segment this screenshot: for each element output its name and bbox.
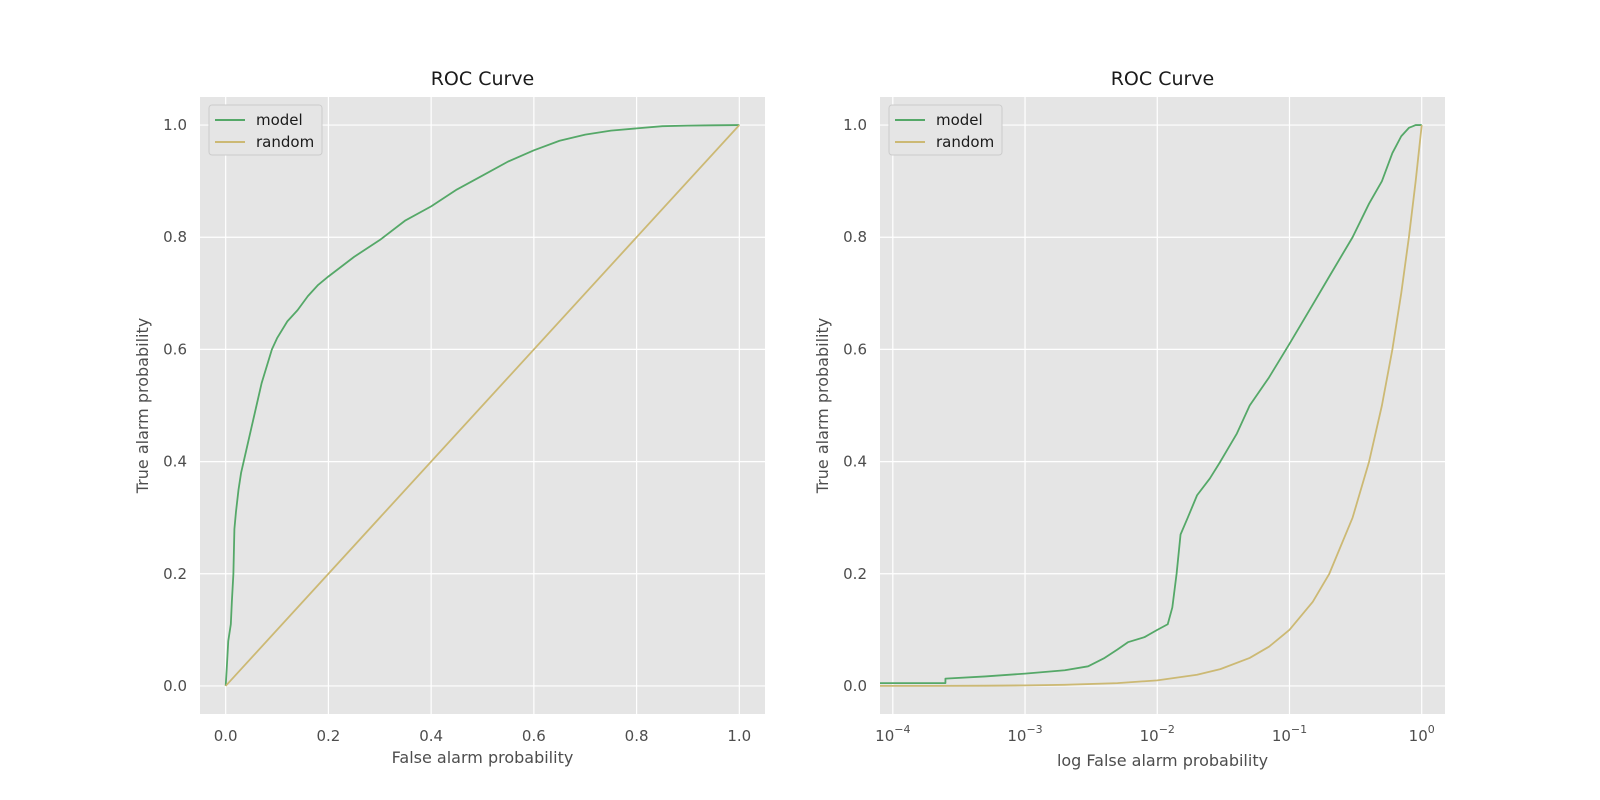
x-tick-label: 10−1 [1272, 723, 1307, 745]
x-tick-label: 1.0 [727, 727, 751, 745]
x-tick-label: 0.0 [214, 727, 238, 745]
legend: model random [208, 104, 323, 156]
y-tick-label: 0.4 [163, 453, 187, 471]
legend-label-random: random [936, 133, 994, 151]
x-tick-label: 10−2 [1140, 723, 1175, 745]
x-tick-label: 0.8 [625, 727, 649, 745]
legend-label-random: random [256, 133, 314, 151]
roc-chart-log: 10−4 10−3 10−2 10−1 100 0.0 0.2 0.4 0.6 0.8 1.0 ROC… [813, 68, 1445, 770]
x-axis-label: False alarm probability [392, 748, 574, 767]
y-tick-label: 0.2 [843, 565, 867, 583]
roc-chart-linear: 0.0 0.2 0.4 0.6 0.8 1.0 0.0 0.2 0.4 0.6 0.8 1.0 ROC … [133, 68, 765, 767]
x-tick-label: 10−4 [875, 723, 910, 745]
series-line-model [880, 124, 1422, 685]
x-tick-label: 0.6 [522, 727, 546, 745]
y-tick-label: 0.6 [843, 340, 867, 358]
y-tick-label: 0.8 [843, 228, 867, 246]
y-tick-label: 0.8 [163, 228, 187, 246]
plot-area [880, 97, 1445, 714]
y-axis-label: True alarm probability [133, 318, 152, 494]
series-line-model [224, 124, 740, 687]
y-tick-label: 0.4 [843, 453, 867, 471]
y-tick-label: 0.2 [163, 565, 187, 583]
legend: model random [888, 104, 1003, 156]
legend-label-model: model [256, 111, 303, 129]
x-axis-label: log False alarm probability [1057, 751, 1268, 770]
series-group [880, 124, 1423, 687]
x-tick-label: 10−3 [1007, 723, 1042, 745]
x-tick-label: 0.4 [419, 727, 443, 745]
x-tick-label: 0.2 [316, 727, 340, 745]
y-tick-label: 0.0 [163, 677, 187, 695]
series-group [224, 124, 740, 687]
chart-title: ROC Curve [431, 68, 535, 90]
series-line-random [880, 124, 1423, 687]
series-line-random [225, 124, 740, 687]
x-tick-label: 100 [1409, 723, 1435, 745]
y-tick-label: 0.0 [843, 677, 867, 695]
y-tick-label: 1.0 [163, 116, 187, 134]
legend-label-model: model [936, 111, 983, 129]
y-axis-label: True alarm probability [813, 318, 832, 494]
y-tick-label: 0.6 [163, 340, 187, 358]
chart-title: ROC Curve [1111, 68, 1215, 90]
y-tick-label: 1.0 [843, 116, 867, 134]
